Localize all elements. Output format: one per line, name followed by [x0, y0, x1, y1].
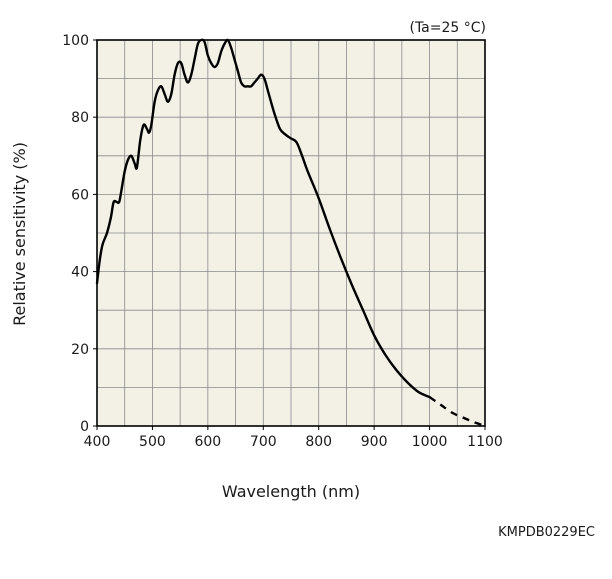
x-tick-label: 500: [139, 434, 166, 450]
sensitivity-curve-extrapolated: [428, 396, 486, 428]
y-axis-label: Relative sensitivity (%): [10, 142, 29, 326]
x-tick-label: 600: [194, 434, 221, 450]
y-tick-label: 20: [71, 342, 89, 358]
grid-lines: [97, 40, 485, 426]
y-tick-label: 60: [71, 187, 89, 203]
sensitivity-curve: [95, 38, 431, 399]
y-tick-label: 0: [80, 419, 89, 435]
y-tick-label: 80: [71, 110, 89, 126]
y-tick-label: 40: [71, 265, 89, 281]
x-tick-label: 1100: [467, 434, 503, 450]
axis-ticks: 400 500 600 700 800 900 1000 1100 0 20 40 60 80 100: [62, 33, 503, 450]
condition-label: (Ta=25 °C): [409, 20, 486, 36]
x-tick-label: 800: [305, 434, 332, 450]
y-tick-label: 100: [62, 33, 89, 49]
x-tick-label: 700: [250, 434, 277, 450]
curve-layer: [95, 38, 486, 428]
x-tick-label: 1000: [412, 434, 448, 450]
x-axis-label: Wavelength (nm): [222, 482, 360, 501]
x-tick-label: 900: [361, 434, 388, 450]
plot-frame: [96, 39, 486, 427]
x-tick-label: 400: [84, 434, 111, 450]
figure-code: KMPDB0229EC: [498, 525, 595, 540]
